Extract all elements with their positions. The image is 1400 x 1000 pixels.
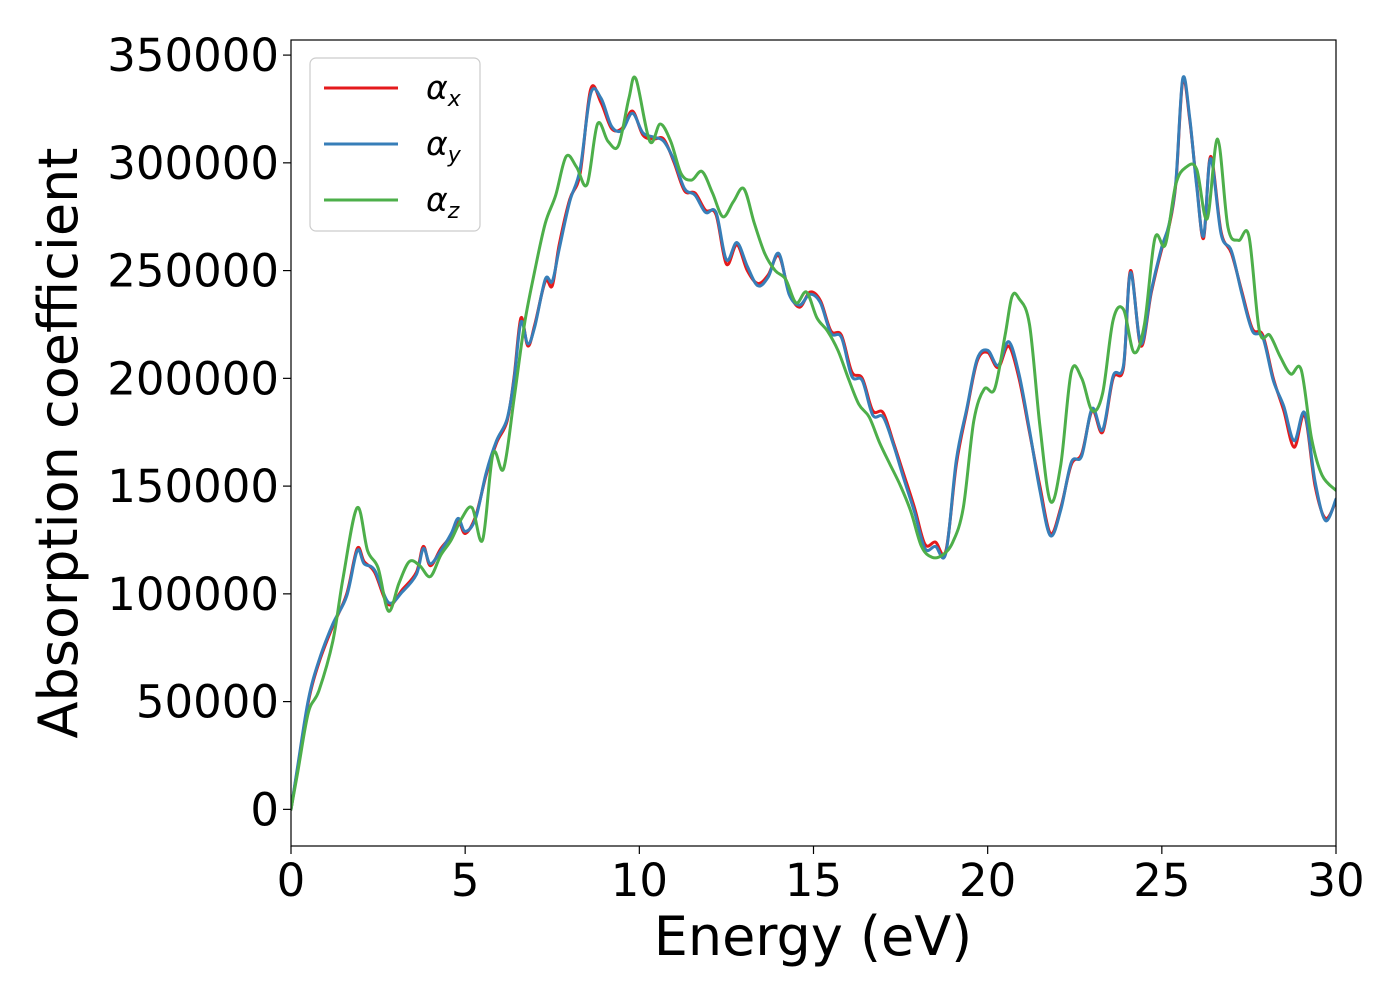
y-tick-label: 350000 <box>107 29 279 82</box>
x-tick-label: 10 <box>611 854 668 907</box>
y-tick-label: 100000 <box>107 568 279 621</box>
legend: αx αy αz <box>309 57 481 232</box>
y-axis-label: Absorption coefficient <box>27 148 90 739</box>
x-tick-label: 15 <box>785 854 842 907</box>
legend-label-z: αz <box>426 180 460 224</box>
y-axis: 0 50000 100000 150000 200000 250000 300000 3500… <box>107 29 291 836</box>
y-tick-label: 250000 <box>107 245 279 298</box>
x-tick-label: 25 <box>1133 854 1190 907</box>
legend-label-x: αx <box>426 68 462 112</box>
x-tick-label: 20 <box>959 854 1016 907</box>
x-axis: 0 5 10 15 20 25 30 <box>277 846 1365 907</box>
y-tick-label: 50000 <box>136 676 279 729</box>
y-tick-label: 0 <box>250 783 279 836</box>
series-layer <box>291 75 1336 811</box>
x-tick-label: 0 <box>277 854 306 907</box>
x-tick-label: 30 <box>1307 854 1364 907</box>
legend-label-y: αy <box>426 124 462 168</box>
y-tick-label: 300000 <box>107 137 279 190</box>
x-tick-label: 5 <box>451 854 480 907</box>
series-line-z <box>291 75 1336 811</box>
y-tick-label: 150000 <box>107 460 279 513</box>
y-tick-label: 200000 <box>107 352 279 405</box>
x-axis-label: Energy (eV) <box>654 905 973 968</box>
